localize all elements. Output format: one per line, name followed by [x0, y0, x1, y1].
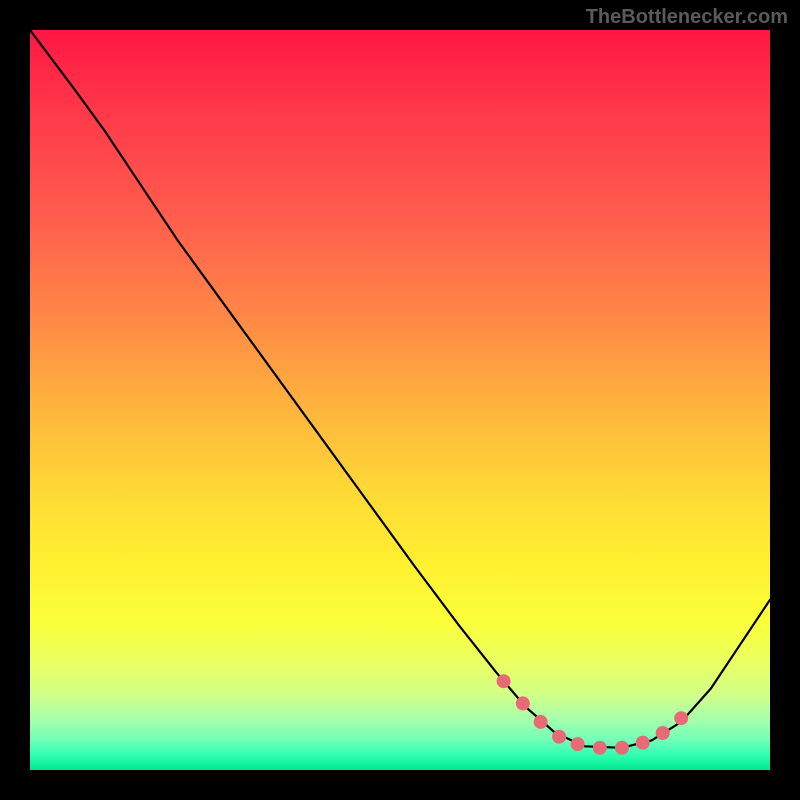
highlight-marker: [636, 736, 650, 750]
bottleneck-curve: [30, 30, 770, 748]
highlight-marker: [656, 726, 670, 740]
highlight-marker: [497, 674, 511, 688]
highlight-marker: [593, 741, 607, 755]
highlight-marker: [571, 737, 585, 751]
highlight-marker: [615, 741, 629, 755]
highlight-marker: [516, 696, 530, 710]
highlight-marker: [534, 715, 548, 729]
highlight-marker: [674, 711, 688, 725]
plot-area: [30, 30, 770, 770]
watermark-text: TheBottlenecker.com: [586, 6, 788, 29]
highlight-markers: [497, 674, 689, 755]
highlight-marker: [552, 730, 566, 744]
curve-layer: [30, 30, 770, 770]
chart-container: TheBottlenecker.com: [0, 0, 800, 800]
